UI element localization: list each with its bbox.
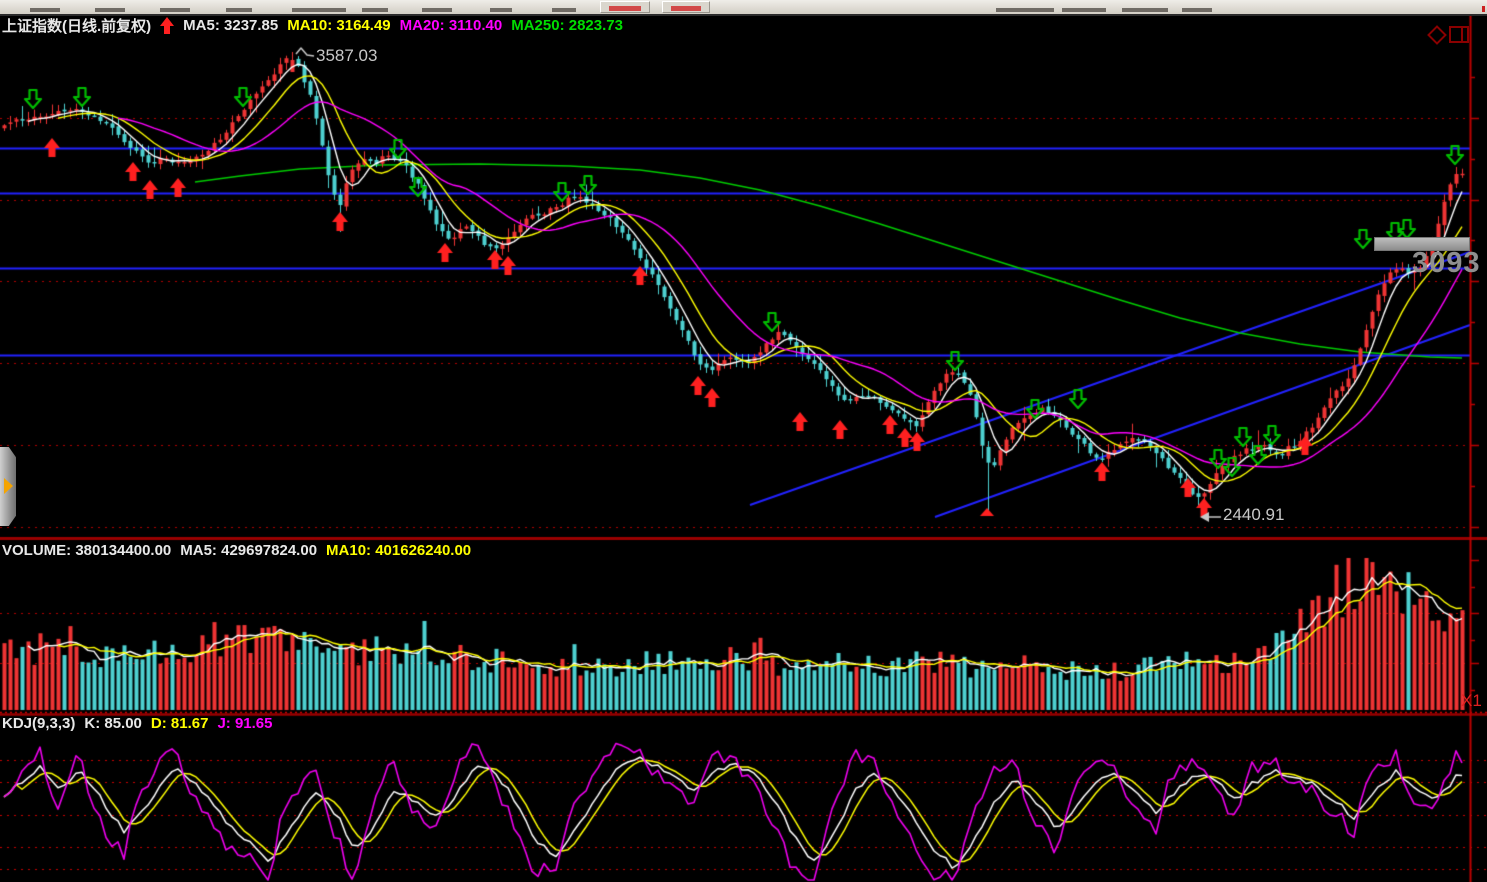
toolbar-item-fragment[interactable] xyxy=(30,8,60,12)
toolbar-item-fragment[interactable] xyxy=(1122,8,1168,12)
top-toolbar xyxy=(0,0,1487,16)
volume-ma10-value: MA10: 401626240.00 xyxy=(326,542,472,559)
volume-value: VOLUME: 380134400.00 xyxy=(2,542,172,559)
buy-signal-arrow-icon xyxy=(160,17,175,34)
ma5-value: MA5: 3237.85 xyxy=(183,17,279,34)
toolbar-item-fragment[interactable] xyxy=(160,8,190,12)
kdj-params: KDJ(9,3,3) xyxy=(2,715,76,732)
toolbar-item-fragment[interactable] xyxy=(1182,8,1212,12)
symbol-title: 上证指数(日线.前复权) xyxy=(2,18,152,35)
toolbar-item-fragment[interactable] xyxy=(95,8,125,12)
toolbar-item-fragment[interactable] xyxy=(490,8,512,12)
toolbar-button-1[interactable] xyxy=(600,1,650,13)
main-chart-legend: 上证指数(日线.前复权) MA5: 3237.85 MA10: 3164.49 … xyxy=(2,15,623,36)
toolbar-indicator-dot xyxy=(1482,6,1485,12)
toolbar-item-fragment[interactable] xyxy=(362,8,388,12)
ma250-value: MA250: 2823.73 xyxy=(511,17,623,34)
expand-panel-handle[interactable] xyxy=(0,447,16,526)
volume-scale-tag: X1 xyxy=(1461,691,1482,710)
toolbar-item-fragment[interactable] xyxy=(996,8,1054,12)
toolbar-button-red-label xyxy=(609,6,641,11)
toolbar-button-2[interactable] xyxy=(662,1,710,13)
volume-legend: VOLUME: 380134400.00 MA5: 429697824.00 M… xyxy=(2,542,471,559)
ma10-value: MA10: 3164.49 xyxy=(287,17,391,34)
split-window-icon[interactable] xyxy=(1449,26,1469,43)
toolbar-item-fragment[interactable] xyxy=(422,8,452,12)
toolbar-item-fragment[interactable] xyxy=(292,8,346,12)
expand-panel-arrow-icon xyxy=(4,478,13,494)
kdj-k-value: K: 85.00 xyxy=(84,715,142,732)
toolbar-button-red-label xyxy=(671,6,701,11)
trendline-drag-handle[interactable] xyxy=(1374,237,1470,251)
trendline-price-tag: 3093 xyxy=(1412,247,1481,279)
volume-ma5-value: MA5: 429697824.00 xyxy=(180,542,318,559)
toolbar-item-fragment[interactable] xyxy=(1062,8,1106,12)
toolbar-item-fragment[interactable] xyxy=(552,8,576,12)
toolbar-item-fragment[interactable] xyxy=(226,8,252,12)
ma20-value: MA20: 3110.40 xyxy=(399,17,503,34)
trough-price-annotation: 2440.91 xyxy=(1223,505,1285,524)
peak-price-annotation: 3587.03 xyxy=(316,46,378,65)
kdj-d-value: D: 81.67 xyxy=(150,715,209,732)
split-window-icon-bar xyxy=(1460,28,1463,41)
kdj-j-value: J: 91.65 xyxy=(217,715,273,732)
kdj-legend: KDJ(9,3,3) K: 85.00 D: 81.67 J: 91.65 xyxy=(2,715,273,732)
